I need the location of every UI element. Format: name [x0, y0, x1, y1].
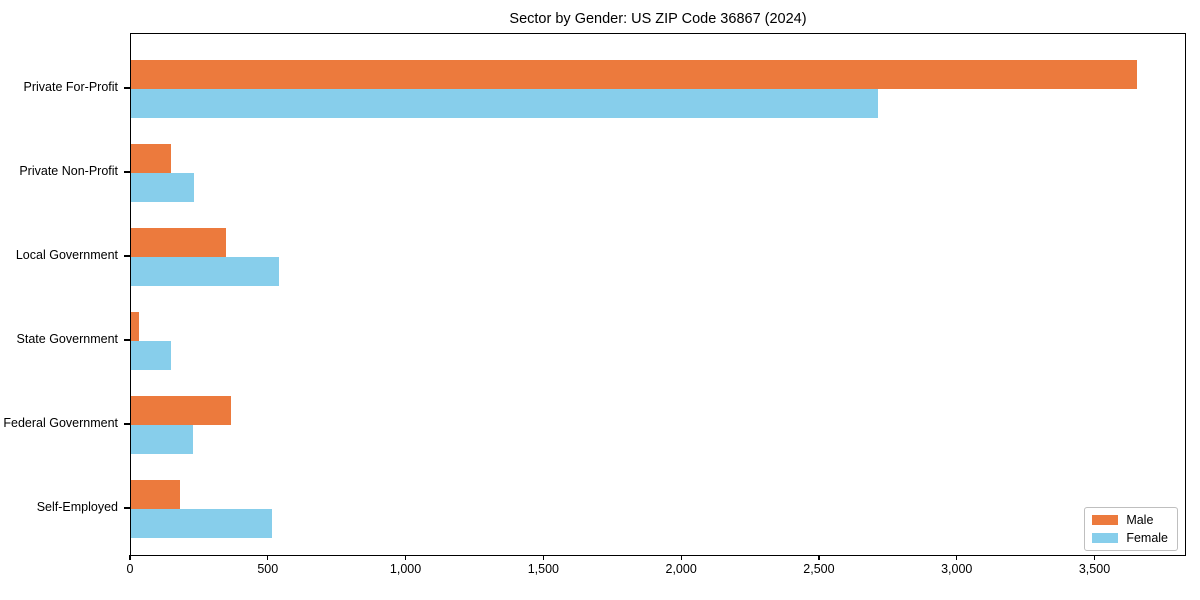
x-tick	[680, 555, 682, 560]
x-tick	[267, 555, 269, 560]
x-tick-label: 1,000	[389, 562, 422, 576]
legend-swatch-male-icon	[1092, 515, 1119, 525]
y-category-label: Local Government	[15, 248, 118, 262]
y-category-label: Self-Employed	[36, 500, 118, 514]
y-category-label: Private Non-Profit	[19, 164, 118, 178]
x-tick	[818, 555, 820, 560]
x-tick-label: 2,000	[665, 562, 697, 576]
bar-female	[131, 509, 273, 538]
y-tick	[124, 87, 130, 89]
bar-male	[131, 396, 231, 425]
x-tick-label: 3,000	[941, 562, 973, 576]
bar-female	[131, 425, 193, 454]
bar-male	[131, 480, 181, 509]
bar-female	[131, 257, 280, 286]
x-tick-label: 2,500	[803, 562, 835, 576]
bar-male	[131, 144, 172, 173]
legend-label-female: Female	[1126, 531, 1168, 545]
x-tick	[956, 555, 958, 560]
x-tick	[1093, 555, 1096, 560]
bar-male	[131, 312, 139, 341]
x-tick	[129, 555, 131, 560]
y-category-label: Federal Government	[3, 416, 118, 430]
y-tick	[124, 507, 130, 509]
x-tick-label: 1,500	[527, 562, 559, 576]
plot-area: Male Female	[130, 33, 1186, 556]
bar-female	[131, 173, 194, 202]
bar-male	[131, 228, 227, 257]
y-tick	[124, 423, 130, 425]
legend-entry-female: Female	[1092, 531, 1168, 545]
legend: Male Female	[1084, 507, 1178, 551]
legend-label-male: Male	[1126, 513, 1154, 527]
y-tick	[124, 255, 130, 257]
y-category-label: Private For-Profit	[23, 80, 118, 94]
x-tick-label: 500	[257, 562, 279, 576]
bar-female	[131, 89, 879, 118]
legend-swatch-female-icon	[1092, 533, 1119, 543]
y-tick	[124, 171, 130, 173]
chart-title: Sector by Gender: US ZIP Code 36867 (202…	[509, 11, 807, 27]
x-tick-label: 3,500	[1078, 562, 1111, 576]
bar-female	[131, 341, 171, 370]
y-tick	[124, 339, 130, 341]
bar-male	[131, 60, 1137, 89]
x-tick-label: 0	[126, 562, 134, 576]
legend-entry-male: Male	[1092, 513, 1168, 527]
x-tick	[404, 555, 407, 560]
x-tick	[542, 555, 544, 560]
y-category-label: State Government	[16, 332, 118, 346]
